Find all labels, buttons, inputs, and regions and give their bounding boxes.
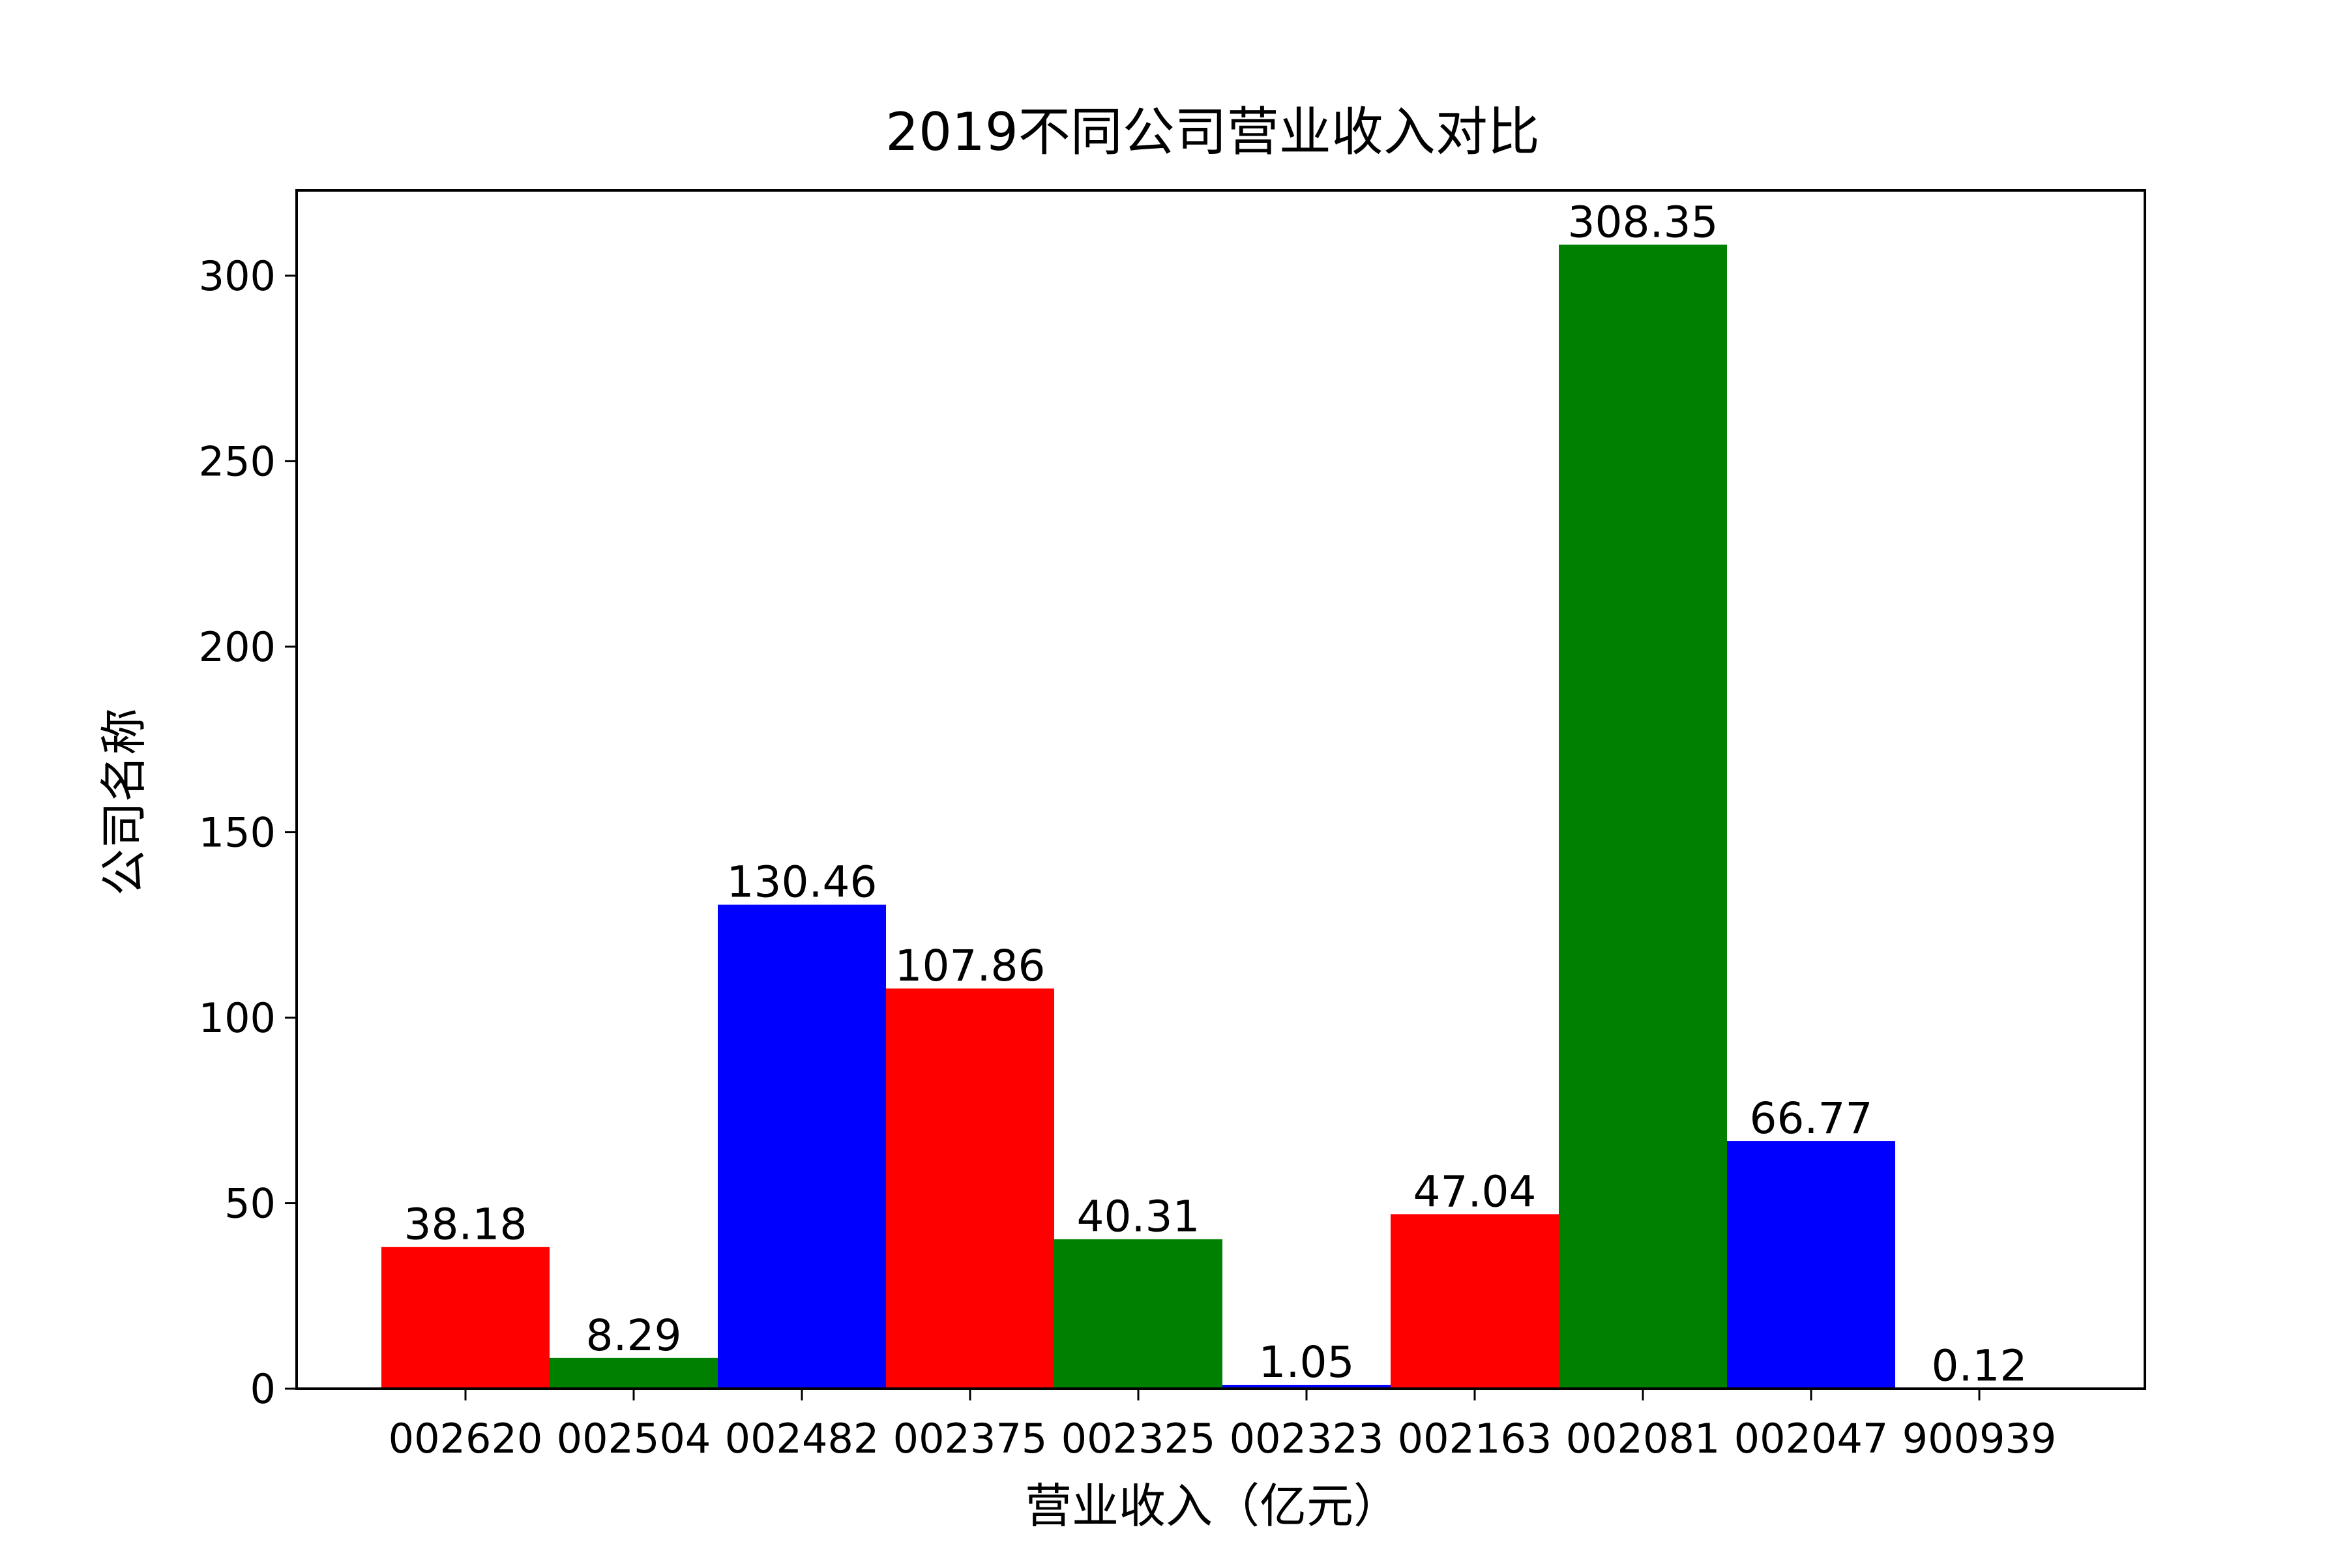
- x-axis: 002620 002504 002482 002375 002325 002323 0021…: [389, 1389, 2057, 1462]
- x-tick-label-002163: 002163: [1398, 1415, 1552, 1462]
- value-label-002163: 47.04: [1413, 1166, 1537, 1217]
- plot-frame: [295, 189, 2146, 1390]
- chart-title: 2019不同公司营业收入对比: [885, 102, 1540, 162]
- bar-002325: [1054, 1239, 1222, 1389]
- value-label-002620: 38.18: [404, 1200, 527, 1250]
- y-tick-label-0: 0: [250, 1365, 276, 1413]
- x-tick-label-002375: 002375: [893, 1415, 1048, 1462]
- x-tick-label-002323: 002323: [1230, 1415, 1384, 1462]
- value-label-002323: 1.05: [1259, 1337, 1355, 1387]
- y-tick-label-150: 150: [199, 808, 276, 856]
- x-tick-label-900939: 900939: [1902, 1415, 2057, 1462]
- value-label-002047: 66.77: [1750, 1093, 1873, 1144]
- bar-002620: [381, 1247, 550, 1389]
- y-axis: 0 50 100 150 200 250 300: [199, 252, 297, 1413]
- bar-002375: [886, 988, 1054, 1389]
- y-tick-label-250: 250: [199, 437, 276, 485]
- x-tick-label-002081: 002081: [1566, 1415, 1720, 1462]
- y-tick-label-100: 100: [199, 994, 276, 1042]
- value-labels-layer: 38.18 8.29 130.46 107.86 40.31 1.05 47.04 308.3…: [404, 197, 2028, 1391]
- bar-002482: [718, 904, 886, 1389]
- y-tick-label-200: 200: [199, 623, 276, 671]
- bar-002504: [550, 1357, 718, 1389]
- y-tick-label-50: 50: [224, 1179, 276, 1227]
- value-label-002375: 107.86: [895, 941, 1046, 991]
- bar-002081: [1559, 244, 1727, 1389]
- bar-002047: [1727, 1141, 1895, 1389]
- x-tick-label-002620: 002620: [389, 1415, 543, 1462]
- value-label-002482: 130.46: [727, 857, 878, 908]
- x-tick-label-002325: 002325: [1061, 1415, 1216, 1462]
- y-axis-label: 公司名称: [96, 708, 151, 896]
- value-label-002504: 8.29: [586, 1310, 682, 1361]
- value-label-900939: 0.12: [1932, 1340, 2028, 1391]
- bars-layer: [381, 244, 2063, 1389]
- y-tick-label-300: 300: [199, 252, 276, 300]
- bar-002323: [1222, 1385, 1391, 1389]
- x-tick-label-002047: 002047: [1734, 1415, 1889, 1462]
- x-axis-label: 营业收入（亿元）: [1025, 1479, 1400, 1533]
- value-label-002325: 40.31: [1077, 1192, 1200, 1242]
- value-label-002081: 308.35: [1568, 197, 1719, 247]
- x-tick-label-002482: 002482: [725, 1415, 879, 1462]
- bar-002163: [1391, 1214, 1559, 1389]
- x-tick-label-002504: 002504: [557, 1415, 711, 1462]
